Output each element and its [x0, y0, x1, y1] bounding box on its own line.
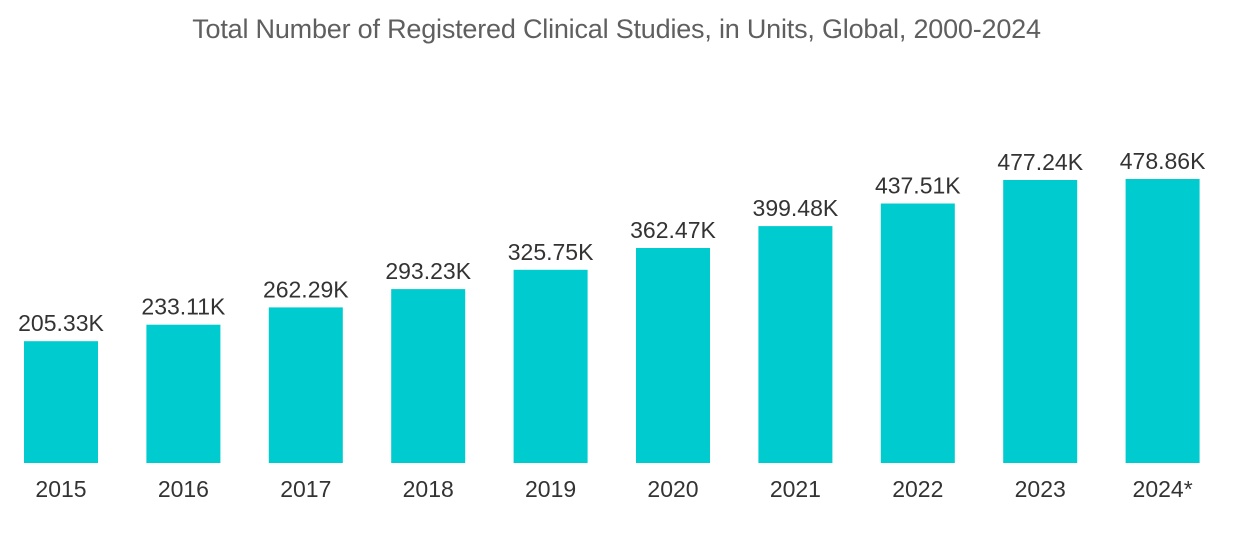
chart-title: Total Number of Registered Clinical Stud…: [192, 14, 1041, 44]
bar-2015: [24, 341, 98, 463]
x-tick-label-2017: 2017: [280, 476, 331, 502]
bar-2023: [1003, 180, 1078, 463]
data-label-2020: 362.47K: [630, 217, 716, 243]
bar-2016: [146, 324, 221, 463]
data-label-2016: 233.11K: [141, 294, 226, 320]
data-label-2024*: 478.86K: [1120, 148, 1206, 174]
bar-2018: [391, 289, 466, 463]
data-label-2015: 205.33K: [18, 310, 104, 336]
x-tick-label-2022: 2022: [892, 476, 943, 502]
x-tick-label-2023: 2023: [1015, 476, 1066, 502]
x-tick-label-2018: 2018: [403, 476, 454, 502]
data-label-2017: 262.29K: [263, 276, 349, 302]
bar-2019: [513, 269, 588, 463]
bar-2024*: [1125, 179, 1200, 463]
x-tick-label-2024*: 2024*: [1133, 476, 1193, 502]
bar-2017: [268, 307, 343, 463]
data-label-2022: 437.51K: [875, 173, 961, 199]
data-label-2023: 477.24K: [997, 149, 1083, 175]
data-label-2021: 399.48K: [753, 195, 839, 221]
data-labels: 205.33K 233.11K 262.29K 293.23K 325.75K 362.4…: [18, 148, 1206, 336]
data-label-2018: 293.23K: [385, 258, 471, 284]
bar-2021: [758, 226, 833, 463]
x-tick-label-2021: 2021: [770, 476, 821, 502]
x-axis-tick-labels: 2015 2016 2017 2018 2019 2020 2021 2022 2023 2024…: [35, 476, 1192, 502]
bar-series: [24, 179, 1200, 463]
x-tick-label-2015: 2015: [35, 476, 86, 502]
x-tick-label-2020: 2020: [647, 476, 698, 502]
x-tick-label-2016: 2016: [158, 476, 209, 502]
x-tick-label-2019: 2019: [525, 476, 576, 502]
bar-2022: [880, 203, 955, 463]
bar-2020: [636, 248, 710, 463]
data-label-2019: 325.75K: [508, 239, 594, 265]
